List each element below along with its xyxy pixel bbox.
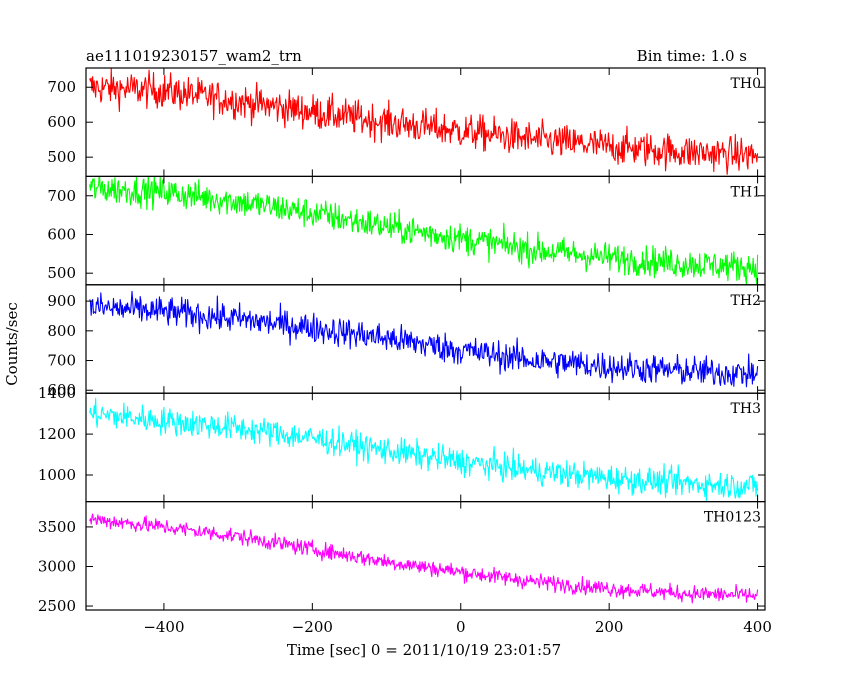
y-tick-label: 1200	[38, 425, 76, 443]
x-tick-label: −400	[143, 618, 184, 636]
y-tick-label: 600	[47, 225, 76, 243]
panel-frame-th3	[85, 392, 766, 503]
chart-title: ae111019230157_wam2_trn	[86, 47, 302, 65]
y-tick-label: 1000	[38, 466, 76, 484]
panel-frame-th0123	[85, 501, 766, 611]
y-tick-label: 700	[47, 352, 76, 370]
y-tick-label: 600	[47, 381, 76, 399]
y-tick-label: 3000	[38, 557, 76, 575]
panels-group: 500 600 700 TH0 500 600 700 TH1 600 700 800 900 TH2 1…	[38, 67, 772, 636]
panel-label-th1: TH1	[731, 184, 761, 200]
y-tick-label: 1400	[38, 384, 76, 402]
y-tick-label: 600	[47, 113, 76, 131]
y-tick-label: 800	[47, 322, 76, 340]
series-trace-th0	[89, 68, 759, 175]
chart-subtitle: Bin time: 1.0 s	[637, 47, 747, 65]
y-tick-label: 500	[47, 264, 76, 282]
panel-label-th0: TH0	[731, 76, 761, 92]
y-tick-label: 900	[47, 292, 76, 310]
x-axis-label: Time [sec] 0 = 2011/10/19 23:01:57	[287, 641, 561, 659]
y-tick-label: 2500	[38, 597, 76, 615]
panel-label-th3: TH3	[731, 401, 761, 417]
panel-label-th2: TH2	[731, 293, 761, 309]
y-tick-label: 3500	[38, 518, 76, 536]
y-axis-label: Counts/sec	[3, 302, 21, 386]
series-trace-th0123	[89, 513, 759, 604]
x-tick-label: −200	[292, 618, 333, 636]
x-tick-label: 200	[595, 618, 624, 636]
panel-label-th0123: TH0123	[704, 510, 761, 526]
series-trace-th1	[89, 176, 759, 285]
x-tick-label: 400	[743, 618, 772, 636]
y-tick-label: 700	[47, 78, 76, 96]
y-tick-label: 500	[47, 148, 76, 166]
x-tick-label: 0	[456, 618, 466, 636]
series-trace-th2	[89, 290, 759, 388]
series-trace-th3	[89, 397, 759, 502]
y-tick-label: 700	[47, 187, 76, 205]
